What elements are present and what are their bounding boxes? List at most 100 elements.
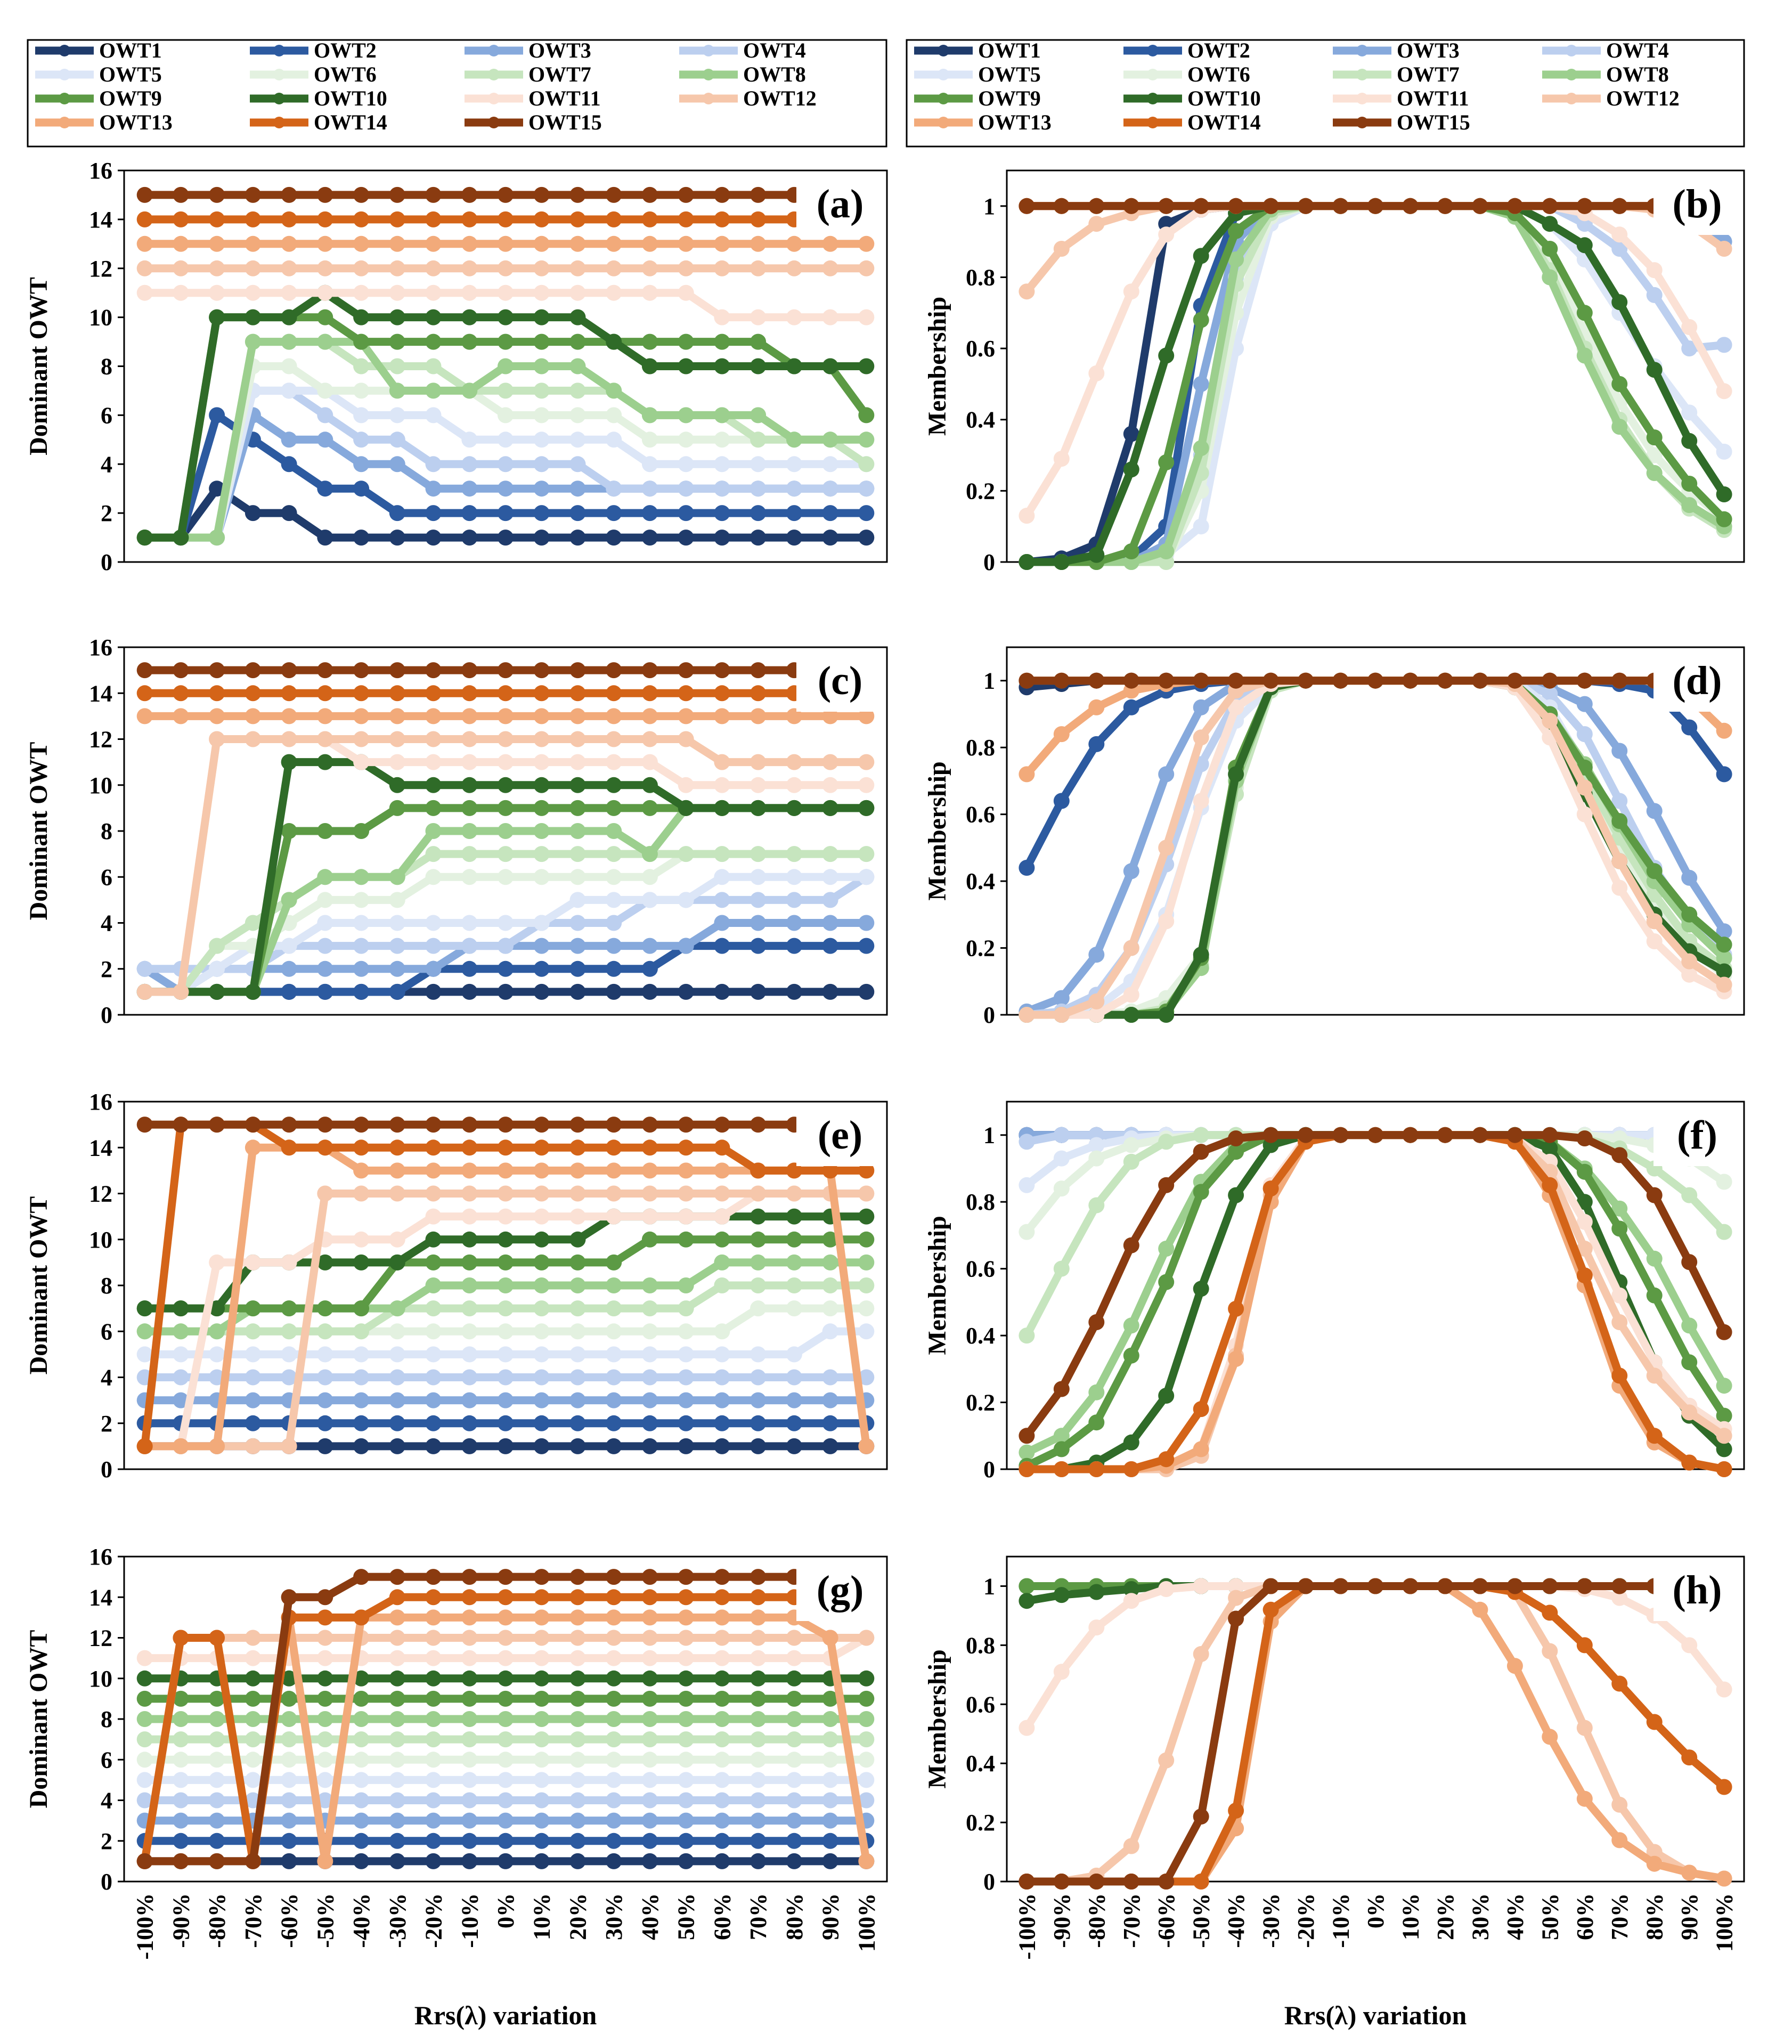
data-point-owt15 <box>1611 198 1628 214</box>
data-point-owt15 <box>281 662 297 679</box>
data-point-owt4 <box>353 1369 370 1386</box>
data-point-owt8 <box>1681 497 1698 514</box>
data-point-owt12 <box>533 260 550 276</box>
data-point-owt5 <box>750 1346 767 1363</box>
data-point-owt5 <box>678 456 694 473</box>
data-point-owt13 <box>245 235 261 252</box>
data-point-owt7 <box>606 1731 622 1748</box>
data-point-owt14 <box>461 211 478 227</box>
data-point-owt13 <box>173 708 189 724</box>
data-point-owt15 <box>353 1117 370 1133</box>
data-point-owt9 <box>353 1300 370 1317</box>
data-point-owt4 <box>498 938 514 954</box>
data-point-owt9 <box>641 800 658 816</box>
data-point-owt3 <box>389 960 405 977</box>
data-point-owt2 <box>533 960 550 977</box>
data-point-owt9 <box>1158 1274 1175 1290</box>
data-point-owt10 <box>606 333 622 350</box>
data-point-owt13 <box>1716 722 1732 739</box>
data-point-owt4 <box>822 892 838 908</box>
data-point-owt12 <box>533 1185 550 1202</box>
data-point-owt7 <box>678 1731 694 1748</box>
data-point-owt15 <box>1123 1237 1139 1253</box>
data-point-owt14 <box>317 211 333 227</box>
data-point-owt2 <box>353 481 370 497</box>
data-point-owt9 <box>461 800 478 816</box>
data-point-owt15 <box>1576 1130 1593 1146</box>
data-point-owt14 <box>136 211 153 227</box>
data-point-owt15 <box>750 186 767 203</box>
data-point-owt11 <box>533 1650 550 1666</box>
data-point-owt9 <box>498 333 514 350</box>
x-tick-label: 40% <box>1502 1893 1528 1940</box>
data-point-owt14 <box>1542 1177 1558 1193</box>
x-tick-label: 20% <box>1432 1893 1459 1940</box>
data-point-owt1 <box>389 1853 405 1869</box>
data-point-owt1 <box>750 983 767 1000</box>
data-point-owt12 <box>606 260 622 276</box>
data-point-owt3 <box>425 1392 442 1408</box>
y-tick-label: 4 <box>101 1365 112 1391</box>
data-point-owt14 <box>750 1589 767 1606</box>
data-point-owt3 <box>281 960 297 977</box>
data-point-owt1 <box>281 1853 297 1869</box>
data-point-owt15 <box>173 186 189 203</box>
data-point-owt12 <box>389 731 405 747</box>
data-point-owt13 <box>498 1609 514 1626</box>
data-point-owt2 <box>858 938 875 954</box>
data-point-owt5 <box>533 1772 550 1788</box>
series-owt4 <box>136 1369 875 1386</box>
data-point-owt9 <box>1053 1441 1070 1457</box>
data-point-owt15 <box>1262 672 1279 689</box>
data-point-owt7 <box>209 1731 225 1748</box>
data-point-owt9 <box>461 1254 478 1271</box>
data-point-owt2 <box>461 1833 478 1849</box>
series-owt8 <box>136 1711 875 1727</box>
data-point-owt1 <box>714 1438 730 1454</box>
y-tick-label: 1 <box>983 1573 995 1599</box>
data-point-owt3 <box>1611 743 1628 759</box>
data-point-owt14 <box>858 1162 875 1179</box>
data-point-owt2 <box>533 1415 550 1431</box>
data-point-owt12 <box>641 1185 658 1202</box>
data-point-owt6 <box>389 1752 405 1768</box>
legend-label-owt11: OWT11 <box>1397 86 1469 110</box>
data-point-owt1 <box>461 530 478 546</box>
data-point-owt7 <box>678 1300 694 1317</box>
y-tick-label: 0.4 <box>966 1750 995 1777</box>
data-point-owt10 <box>750 1670 767 1687</box>
data-point-owt11 <box>389 1650 405 1666</box>
data-point-owt7 <box>1053 1260 1070 1277</box>
data-point-owt10 <box>281 309 297 325</box>
legend-label-owt8: OWT8 <box>1606 62 1669 86</box>
data-point-owt14 <box>209 211 225 227</box>
data-point-owt10 <box>533 1670 550 1687</box>
y-tick-label: 10 <box>89 1227 112 1253</box>
data-point-owt10 <box>1158 1388 1175 1404</box>
data-point-owt4 <box>786 1792 802 1809</box>
data-point-owt10 <box>786 358 802 374</box>
data-point-owt7 <box>606 846 622 862</box>
data-point-owt7 <box>569 846 586 862</box>
data-point-owt1 <box>606 1438 622 1454</box>
data-point-owt11 <box>461 1650 478 1666</box>
data-point-owt7 <box>425 1300 442 1317</box>
y-tick-label: 6 <box>101 1747 112 1773</box>
data-point-owt1 <box>317 530 333 546</box>
data-point-owt4 <box>714 892 730 908</box>
data-point-owt4 <box>1716 337 1732 353</box>
data-point-owt8 <box>858 1254 875 1271</box>
data-point-owt15 <box>498 186 514 203</box>
data-point-owt8 <box>822 1254 838 1271</box>
data-point-owt2 <box>750 938 767 954</box>
legend-label-owt6: OWT6 <box>1187 62 1250 86</box>
data-point-owt2 <box>569 1415 586 1431</box>
data-point-owt13 <box>1681 1864 1698 1881</box>
data-point-owt13 <box>389 708 405 724</box>
data-point-owt10 <box>1716 1441 1732 1457</box>
data-point-owt12 <box>678 1630 694 1646</box>
data-point-owt6 <box>606 1752 622 1768</box>
data-point-owt8 <box>1019 1444 1035 1461</box>
data-point-owt6 <box>1716 1174 1732 1190</box>
